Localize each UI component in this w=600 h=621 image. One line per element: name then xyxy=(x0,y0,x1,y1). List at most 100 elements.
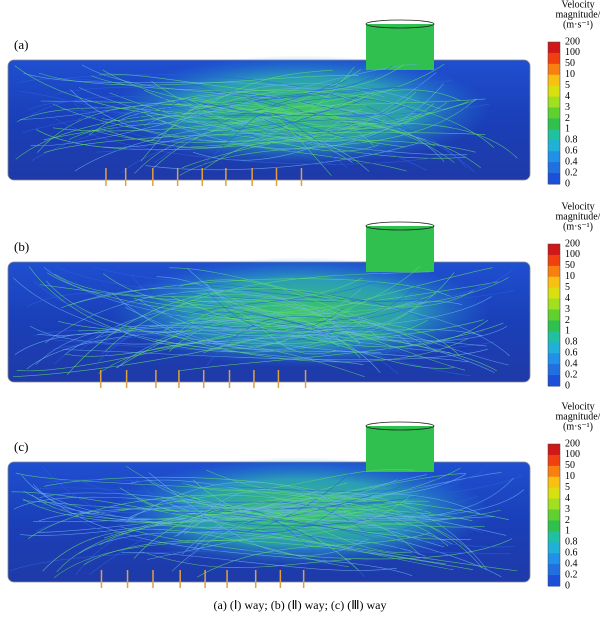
streamline xyxy=(121,552,397,571)
streamline xyxy=(11,491,454,571)
colorbar-segment xyxy=(548,542,560,554)
streamline xyxy=(198,292,360,343)
colorbar-tick-label: 0.4 xyxy=(565,156,578,167)
colorbar-tick-label: 10 xyxy=(565,69,575,80)
inlet-top xyxy=(365,19,435,29)
streamline xyxy=(33,514,416,523)
streamline xyxy=(61,278,451,308)
streamline xyxy=(81,64,445,162)
legend-unit: (m·s⁻¹) xyxy=(563,221,593,232)
colorbar-segment xyxy=(548,487,560,500)
inlet-pipe xyxy=(366,24,434,70)
panel-label: (b) xyxy=(14,239,29,254)
colorbar-tick-label: 5 xyxy=(565,482,570,493)
colorbar-segment xyxy=(548,140,560,152)
panel: (a)Velocitymagnitude/(m·s⁻¹)200100501054… xyxy=(7,0,600,189)
streamline xyxy=(171,493,482,572)
streamline xyxy=(169,311,437,354)
legend-title: Velocity xyxy=(561,201,594,212)
streamline xyxy=(181,491,488,571)
streamline xyxy=(75,102,336,166)
inlet-pipe xyxy=(366,426,434,472)
colorbar-tick-label: 0.6 xyxy=(565,548,578,559)
colorbar-segment xyxy=(548,42,560,54)
colorbar-tick-label: 100 xyxy=(565,47,580,58)
streamline xyxy=(140,95,332,177)
streamline xyxy=(109,92,435,139)
legend-title: magnitude/ xyxy=(556,9,600,20)
streamline xyxy=(102,109,380,148)
streamline xyxy=(177,139,476,153)
colorbar-segment xyxy=(548,320,560,332)
streamline xyxy=(120,526,513,560)
streamline xyxy=(31,86,427,162)
colorbar-segment xyxy=(548,353,560,365)
colorbar-tick-label: 200 xyxy=(565,438,580,449)
colorbar-tick-label: 100 xyxy=(565,449,580,460)
colorbar-tick-label: 0.8 xyxy=(565,135,578,146)
colorbar-tick-label: 0.2 xyxy=(565,167,578,178)
streamline xyxy=(26,329,487,370)
streamline xyxy=(89,90,495,148)
streamline xyxy=(99,64,405,93)
streamline xyxy=(169,267,474,308)
streamline xyxy=(45,290,344,344)
streamline xyxy=(22,467,461,524)
streamline xyxy=(43,266,492,328)
streamline xyxy=(15,472,473,554)
panel: (b)Velocitymagnitude/(m·s⁻¹)200100501054… xyxy=(7,201,600,391)
streamline xyxy=(14,65,375,119)
streamline xyxy=(28,96,427,171)
colorbar-tick-label: 2 xyxy=(565,113,570,124)
colorbar-tick-label: 3 xyxy=(565,102,570,113)
colorbar-segment xyxy=(548,107,560,119)
streamline xyxy=(43,131,486,153)
streamline xyxy=(104,271,430,352)
colorbar-tick-label: 100 xyxy=(565,249,580,260)
colorbar-segment xyxy=(548,531,560,543)
colorbar-tick-label: 200 xyxy=(565,238,580,249)
colorbar-tick-label: 0.6 xyxy=(565,348,578,359)
streamline xyxy=(184,508,413,553)
inlet-top xyxy=(365,221,435,231)
colorbar-segment xyxy=(548,364,560,376)
streamline xyxy=(69,98,486,140)
colorbar-segment xyxy=(548,476,560,489)
streamline xyxy=(183,469,415,492)
streamline xyxy=(203,110,354,170)
colorbar-segment xyxy=(548,52,560,65)
colorbar-tick-label: 4 xyxy=(565,91,570,102)
colorbar-segment xyxy=(548,265,560,278)
streamline xyxy=(62,348,488,361)
colorbar-segment xyxy=(548,575,560,587)
streamline xyxy=(175,301,428,336)
streamline xyxy=(205,305,509,366)
streamline xyxy=(138,268,514,302)
colorbar-segment xyxy=(548,309,560,321)
streamline xyxy=(78,87,468,156)
streamline xyxy=(136,477,450,522)
streamline xyxy=(143,112,518,159)
streamline xyxy=(9,550,511,572)
streamline xyxy=(47,272,498,372)
colorbar-segment xyxy=(548,331,560,343)
colorbar-tick-label: 0 xyxy=(565,580,570,591)
colorbar-tick-label: 0.8 xyxy=(565,337,578,348)
streamline xyxy=(133,298,437,353)
colorbar-segment xyxy=(548,254,560,267)
colorbar-segment xyxy=(548,173,560,185)
streamline xyxy=(46,470,484,492)
streamline xyxy=(193,479,429,519)
colorbar-frame xyxy=(547,443,561,587)
streamline xyxy=(197,532,430,578)
colorbar-tick-label: 2 xyxy=(565,515,570,526)
streamline xyxy=(206,290,422,345)
streamline xyxy=(130,479,445,548)
streamline xyxy=(101,281,375,355)
streamline xyxy=(147,526,453,560)
streamline xyxy=(156,308,352,350)
colorbar-segment xyxy=(548,129,560,141)
colorbar-tick-label: 50 xyxy=(565,58,575,69)
colorbar-tick-label: 3 xyxy=(565,504,570,515)
colorbar-segment xyxy=(548,444,560,456)
